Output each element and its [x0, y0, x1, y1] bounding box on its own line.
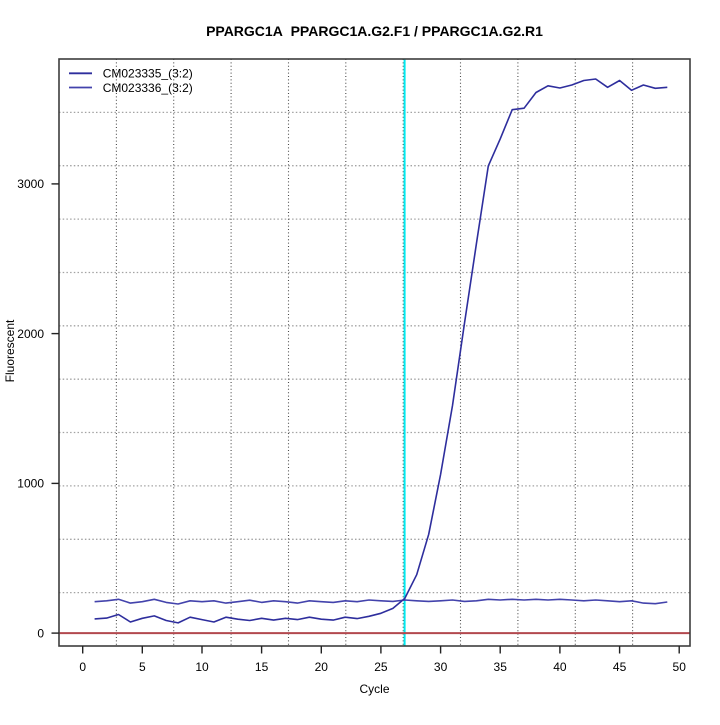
svg-text:15: 15	[255, 660, 269, 674]
svg-text:0: 0	[37, 626, 44, 640]
svg-text:0: 0	[79, 660, 86, 674]
svg-text:30: 30	[434, 660, 448, 674]
svg-text:2000: 2000	[17, 327, 44, 341]
svg-text:45: 45	[613, 660, 627, 674]
svg-text:Fluorescent: Fluorescent	[3, 319, 17, 382]
svg-text:Cycle: Cycle	[359, 682, 389, 696]
svg-text:CM023335_(3:2): CM023335_(3:2)	[103, 67, 193, 81]
svg-text:CM023336_(3:2): CM023336_(3:2)	[103, 81, 193, 95]
svg-text:50: 50	[673, 660, 687, 674]
svg-text:3000: 3000	[17, 177, 44, 191]
svg-text:40: 40	[553, 660, 567, 674]
svg-text:5: 5	[139, 660, 146, 674]
svg-text:25: 25	[374, 660, 388, 674]
svg-text:20: 20	[315, 660, 329, 674]
svg-text:PPARGC1A PPARGC1A.G2.F1 / PPA: PPARGC1A PPARGC1A.G2.F1 / PPARGC1A.G2.R1	[206, 23, 543, 39]
svg-text:1000: 1000	[17, 477, 44, 491]
svg-text:35: 35	[494, 660, 508, 674]
svg-text:10: 10	[195, 660, 209, 674]
